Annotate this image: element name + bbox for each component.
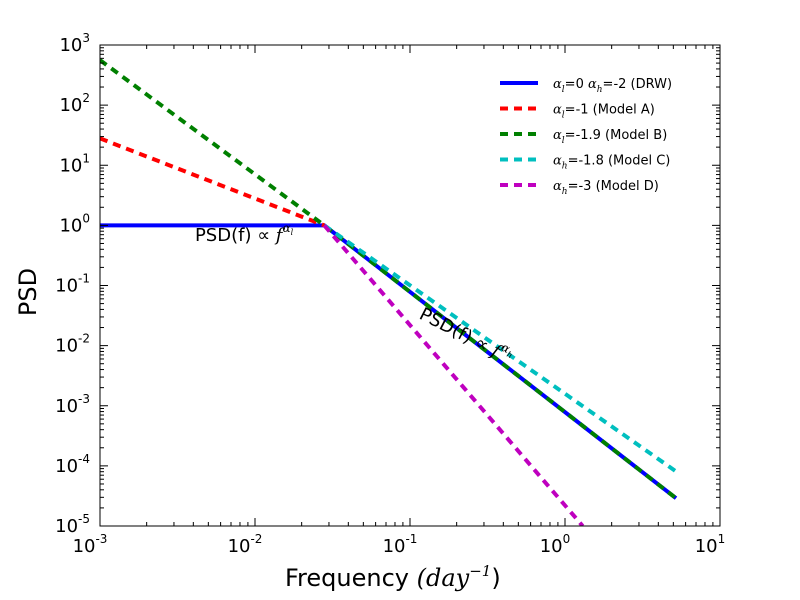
x-axis-label: Frequency (day−1) [285,562,501,592]
y-tick-label-2: 101 [59,151,90,176]
psd-annotation-0: PSD(f) ∝ fαl [195,221,294,246]
y-tick-label-4: 10-1 [55,272,90,297]
y-tick-label-1: 102 [59,91,90,116]
legend-label-4: αh=-3 (Model D) [553,179,659,197]
x-tick-label-1: 10-2 [228,532,263,557]
x-tick-label-0: 10-3 [73,532,108,557]
y-tick-label-3: 100 [59,211,90,236]
y-tick-label-7: 10-4 [55,452,90,477]
legend-label-1: αl=-1 (Model A) [553,103,655,121]
x-tick-label-4: 101 [695,532,726,557]
y-tick-label-6: 10-3 [55,392,90,417]
y-tick-label-5: 10-2 [55,332,90,357]
y-tick-label-8: 10-5 [55,512,90,537]
x-tick-label-2: 10-1 [383,532,418,557]
x-tick-label-3: 100 [540,532,571,557]
y-tick-label-0: 103 [59,31,90,56]
plot-layer [100,58,678,526]
legend-label-2: αl=-1.9 (Model B) [553,128,667,146]
series-line-3 [323,223,678,474]
ticks-layer: 10-3 10-2 10-1 100 101 103 102 101 100 10-1 10-2 10… [55,31,725,557]
legend-label-3: αh=-1.8 (Model C) [553,154,670,172]
series-line-1 [100,136,326,228]
y-axis-label: PSD [14,268,42,316]
legend: αl=0 αh=-2 (DRW) αl=-1 (Model A) αl=-1.9 (… [500,77,672,197]
series-line-4 [322,224,585,526]
legend-label-0: αl=0 αh=-2 (DRW) [553,77,672,95]
series-line-2 [100,58,678,500]
